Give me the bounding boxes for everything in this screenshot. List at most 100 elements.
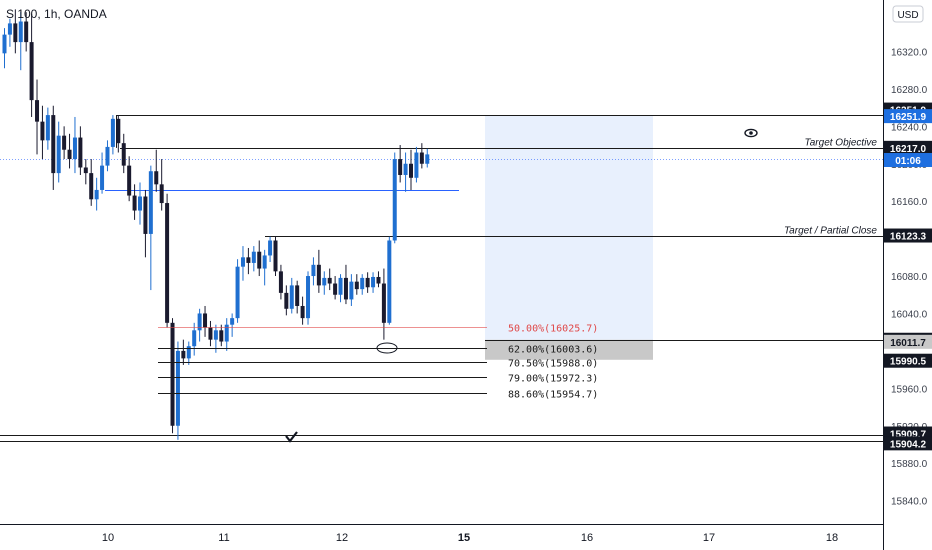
candle-body	[343, 277, 348, 300]
candle-body	[159, 184, 164, 204]
x-tick-label: 17	[703, 532, 715, 544]
candle-body	[127, 165, 132, 196]
price-tag-low-2: 15904.2	[890, 439, 927, 450]
side-tag-1-bg	[884, 153, 932, 168]
candle-body	[371, 276, 376, 288]
candle-body	[29, 42, 34, 101]
candle-body	[376, 276, 381, 284]
price-tag-low-1: 15909.7	[890, 430, 927, 441]
candle-body	[349, 281, 354, 300]
lines-layer: Target Objective Target / Partial Close	[0, 115, 883, 442]
price-axis-bg	[883, 0, 932, 550]
candle-body	[425, 154, 430, 164]
side-tag-0-bg	[884, 109, 932, 124]
y-tick-label: 15880.0	[891, 459, 928, 470]
eye-icon	[744, 128, 758, 138]
candle-body	[306, 276, 311, 319]
candle-body	[116, 118, 121, 144]
y-tick-label: 16240.0	[891, 122, 928, 133]
candle-body	[13, 23, 18, 43]
level-text-target-partial-close: Target / Partial Close	[784, 226, 877, 237]
projection-zone	[485, 115, 653, 340]
x-tick-label: 10	[102, 532, 114, 544]
candle-body	[154, 171, 159, 185]
candle-body	[132, 195, 137, 211]
side-tag-3-bg	[884, 353, 932, 368]
candle-body	[110, 118, 115, 147]
eye-outline	[744, 128, 758, 138]
candle-body	[94, 189, 99, 200]
currency-label: USD	[897, 10, 918, 21]
side-tag-0: 16251.9	[890, 112, 927, 123]
side-tag-1: 01:06	[895, 156, 921, 167]
side-tag-2: 16011.7	[890, 338, 926, 349]
candle-body	[409, 163, 413, 178]
candle-body	[381, 283, 386, 323]
candle-body	[181, 350, 186, 359]
price-tag-target-partial-close-bg	[884, 228, 932, 243]
candle-body	[398, 159, 403, 175]
level-text-target-objective: Target Objective	[805, 138, 878, 149]
x-tick-label: 11	[218, 532, 229, 544]
entry-zone	[485, 339, 653, 360]
price-tag-target-objective: 16217.0	[890, 144, 927, 155]
candle-body	[414, 152, 419, 178]
price-tag-target-objective-bg	[884, 140, 932, 155]
price-tag-low-2-bg	[884, 436, 932, 451]
candle-body	[251, 251, 256, 263]
time-axis[interactable]: 10 11 12 15 16 17 18	[0, 524, 883, 545]
eye-pupil	[749, 131, 753, 135]
candle-body	[327, 277, 332, 284]
candle-body	[40, 121, 45, 141]
candle-body	[246, 257, 251, 263]
candles-layer	[2, 9, 430, 440]
candle-body	[316, 264, 321, 286]
candle-body	[7, 23, 12, 35]
candle-body	[121, 143, 126, 166]
check-icon	[285, 431, 298, 443]
candle-body	[51, 115, 56, 174]
candle-body	[235, 266, 240, 319]
candle-body	[138, 196, 142, 211]
candle-body	[419, 152, 424, 164]
candle-body	[72, 137, 77, 160]
candle-body	[56, 135, 61, 174]
y-tick-label: 16320.0	[891, 47, 928, 58]
x-tick-label: 16	[581, 532, 593, 544]
candle-body	[230, 318, 235, 325]
candle-body	[403, 163, 408, 175]
price-axis[interactable]: 16320.016280.016240.016200.016160.016080…	[883, 0, 932, 550]
zones-layer	[485, 115, 653, 360]
candle-body	[257, 251, 262, 269]
candle-body	[268, 240, 273, 256]
candle-body	[192, 330, 197, 347]
side-tag-3: 15990.5	[890, 357, 927, 368]
candle-body	[45, 115, 50, 141]
candle-body	[278, 271, 283, 293]
candle-body	[360, 277, 365, 290]
candle-body	[284, 292, 289, 309]
candle-body	[295, 285, 300, 306]
candle-body	[100, 165, 105, 190]
candle-body	[175, 350, 180, 426]
candle-body	[148, 171, 153, 234]
candle-body	[322, 277, 327, 286]
annotation-layer	[285, 128, 758, 443]
symbol-title[interactable]: S 100, 1h, OANDA	[6, 7, 107, 21]
candle-body	[24, 21, 29, 43]
x-tick-label: 18	[826, 532, 838, 544]
candle-body	[165, 203, 170, 323]
side-tag-2-bg	[884, 334, 932, 349]
candle-body	[89, 173, 94, 200]
candle-body	[62, 135, 67, 150]
candle-body	[262, 255, 267, 269]
fib-label-88.60%: 88.60%(15954.7)	[508, 390, 598, 401]
y-tick-label: 15840.0	[891, 497, 928, 508]
candle-body	[143, 196, 148, 234]
x-tick-label: 12	[336, 532, 348, 544]
candle-body	[224, 324, 229, 342]
candle-body	[186, 346, 191, 359]
candle-body	[354, 281, 359, 290]
candle-body	[208, 327, 213, 340]
